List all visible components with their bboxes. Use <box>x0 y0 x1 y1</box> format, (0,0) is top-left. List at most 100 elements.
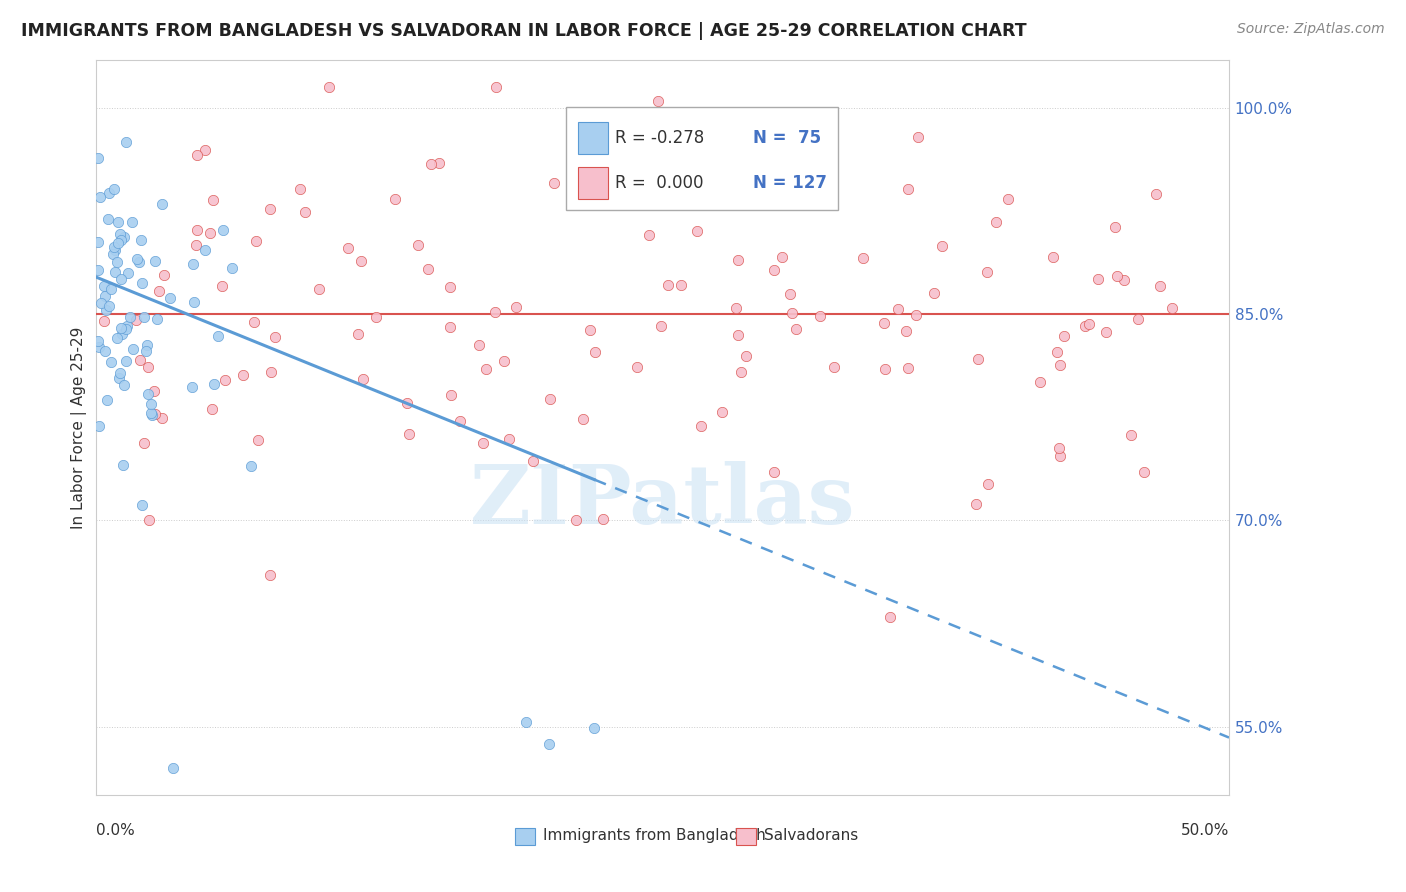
Point <box>259 568 281 582</box>
Point <box>104 243 127 257</box>
Text: 0.0%: 0.0% <box>96 823 135 838</box>
Point <box>110 233 132 247</box>
Point <box>976 476 998 491</box>
Point <box>879 609 901 624</box>
Point <box>318 80 340 95</box>
Point <box>468 338 491 352</box>
FancyBboxPatch shape <box>567 107 838 211</box>
Point <box>1078 317 1101 331</box>
Text: Immigrants from Bangladesh: Immigrants from Bangladesh <box>543 829 766 843</box>
Point <box>873 316 896 330</box>
Point <box>136 387 159 401</box>
Point <box>808 309 831 323</box>
Point <box>398 426 420 441</box>
Point <box>907 129 929 144</box>
Point <box>87 235 110 250</box>
Point <box>1095 325 1118 339</box>
Point <box>515 714 537 729</box>
Point <box>107 236 129 251</box>
Point <box>143 408 166 422</box>
Point <box>214 373 236 387</box>
Point <box>439 320 461 334</box>
Point <box>494 354 516 368</box>
Point <box>131 277 153 291</box>
Point <box>522 454 544 468</box>
Point <box>347 326 370 341</box>
Point <box>125 252 148 267</box>
Point <box>87 334 110 349</box>
Point <box>336 241 359 255</box>
Text: N =  75: N = 75 <box>754 128 821 147</box>
Point <box>690 418 713 433</box>
Point <box>626 359 648 374</box>
Point <box>922 286 945 301</box>
Point <box>1128 311 1150 326</box>
Point <box>449 414 471 428</box>
Point <box>103 181 125 195</box>
Point <box>105 330 128 344</box>
Point <box>194 143 217 157</box>
Point <box>571 412 593 426</box>
Point <box>150 410 173 425</box>
Point <box>1114 273 1136 287</box>
Point <box>202 377 225 392</box>
Point <box>1149 279 1171 293</box>
Point <box>1105 269 1128 284</box>
Point <box>259 202 281 217</box>
Point <box>1146 186 1168 201</box>
Point <box>661 142 683 156</box>
Point <box>115 322 138 336</box>
Point <box>207 329 229 343</box>
Point <box>896 182 918 196</box>
Text: Source: ZipAtlas.com: Source: ZipAtlas.com <box>1237 22 1385 37</box>
Point <box>735 349 758 363</box>
Point <box>87 340 110 354</box>
Point <box>186 223 208 237</box>
Point <box>770 250 793 264</box>
Point <box>395 396 418 410</box>
Point <box>135 344 157 359</box>
Point <box>1104 219 1126 234</box>
Point <box>159 291 181 305</box>
Point <box>150 196 173 211</box>
Point <box>138 359 160 374</box>
Point <box>852 251 875 265</box>
Point <box>141 409 163 423</box>
Point <box>107 215 129 229</box>
Point <box>887 301 910 316</box>
Point <box>1053 328 1076 343</box>
Point <box>201 193 224 207</box>
Point <box>565 513 588 527</box>
Point <box>221 260 243 275</box>
Point <box>406 237 429 252</box>
Text: R = -0.278: R = -0.278 <box>614 128 704 147</box>
Point <box>97 299 120 313</box>
Point <box>143 384 166 399</box>
Point <box>232 368 254 383</box>
Point <box>1074 318 1097 333</box>
Point <box>134 310 156 324</box>
Point <box>94 289 117 303</box>
Point <box>122 342 145 356</box>
Point <box>186 147 208 161</box>
Point <box>997 193 1019 207</box>
Point <box>1028 375 1050 389</box>
Point <box>1133 465 1156 479</box>
Point <box>471 435 494 450</box>
Point <box>111 326 134 341</box>
Point <box>97 212 120 227</box>
Point <box>264 330 287 344</box>
Point <box>93 279 115 293</box>
Point <box>162 761 184 775</box>
Text: R =  0.000: R = 0.000 <box>614 174 703 192</box>
Point <box>211 223 233 237</box>
Point <box>1160 301 1182 315</box>
Point <box>540 392 562 406</box>
Point <box>148 284 170 298</box>
Point <box>1047 441 1070 455</box>
Point <box>245 234 267 248</box>
Text: 50.0%: 50.0% <box>1181 823 1229 838</box>
Point <box>730 366 752 380</box>
Point <box>121 215 143 229</box>
Point <box>710 405 733 419</box>
